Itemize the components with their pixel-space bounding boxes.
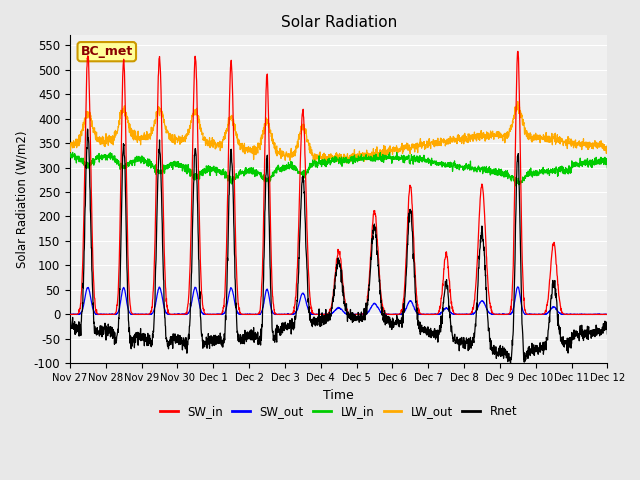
X-axis label: Time: Time bbox=[323, 389, 354, 402]
Title: Solar Radiation: Solar Radiation bbox=[280, 15, 397, 30]
Y-axis label: Solar Radiation (W/m2): Solar Radiation (W/m2) bbox=[15, 131, 28, 268]
Legend: SW_in, SW_out, LW_in, LW_out, Rnet: SW_in, SW_out, LW_in, LW_out, Rnet bbox=[156, 401, 522, 423]
Text: BC_met: BC_met bbox=[81, 45, 133, 58]
